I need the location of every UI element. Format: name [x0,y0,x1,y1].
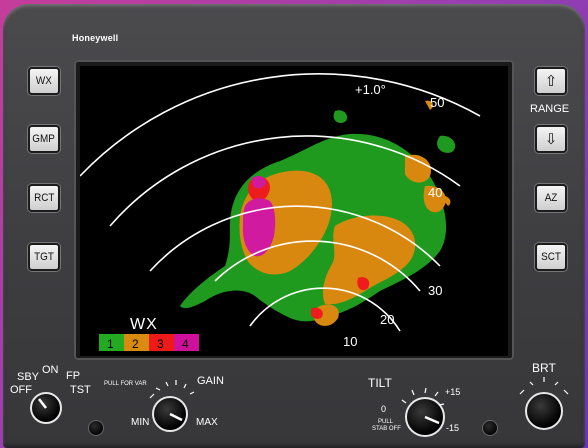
tilt-title: TILT [368,376,392,390]
gain-pull-label: PULL FOR VAR [104,381,147,387]
range-label-40: 40 [428,185,442,200]
range-ring-40 [109,135,461,227]
range-label-10: 10 [343,334,357,349]
gmp-button-label: GMP [32,133,56,145]
range-up-button[interactable]: ⇧ [535,67,567,95]
tilt-minus-label: -15 [446,423,460,433]
tgt-button-label: TGT [34,251,54,263]
indicator-light-right [482,420,498,436]
sct-button[interactable]: SCT [535,243,567,271]
range-rings [80,73,481,332]
range-labels: 10 20 30 40 50 [343,95,444,349]
legend-swatch-3 [149,334,174,351]
knob-pointer-icon [169,412,183,422]
tilt-readout: +1.0° [355,82,386,97]
intensity-legend: 1 2 3 4 [99,334,199,351]
mode-selector-knob[interactable] [30,392,62,424]
rct-button[interactable]: RCT [28,184,60,212]
tilt-zero-label: 0 [381,404,387,414]
range-down-button[interactable]: ⇩ [535,125,567,153]
down-arrow-icon: ⇩ [544,130,558,148]
brightness-knob[interactable] [525,392,563,430]
knob-pointer-icon [38,398,47,409]
legend-level-3: 3 [157,337,164,351]
mode-on-label: ON [42,364,59,376]
az-button[interactable]: AZ [535,184,567,212]
knob-pointer-icon [424,415,440,425]
tilt-stab-label: STAB OFF [372,426,401,432]
az-button-label: AZ [544,192,558,204]
range-label-30: 30 [428,283,442,298]
wx-button-label: WX [36,75,52,87]
tilt-knob[interactable] [405,397,445,437]
range-ring-10 [249,287,401,332]
legend-level-2: 2 [132,337,139,351]
range-label-20: 20 [380,312,394,327]
mode-off-label: OFF [10,384,32,396]
wx-button[interactable]: WX [28,67,60,95]
mode-sby-label: SBY [17,371,40,383]
indicator-light-left [88,420,104,436]
gain-scale-ticks [149,380,195,399]
gain-min-label: MIN [131,417,150,428]
weather-returns [180,100,456,326]
range-label: RANGE [530,103,570,115]
legend-level-1: 1 [107,337,114,351]
legend-level-4: 4 [182,337,189,351]
mode-label: WX [130,316,158,333]
legend-swatch-4 [174,334,199,351]
brt-scale-ticks [519,377,569,395]
gain-knob[interactable] [152,396,188,432]
range-label-50: 50 [430,95,444,110]
gain-title: GAIN [197,375,224,387]
brt-title: BRT [532,361,556,375]
gmp-button[interactable]: GMP [28,125,60,153]
sct-button-label: SCT [541,251,561,263]
range-ring-30 [149,205,441,272]
weather-radar-display: 10 20 30 40 50 +1.0° WX 1 2 3 4 [80,66,508,356]
brand-logo: Honeywell [72,33,119,43]
rct-button-label: RCT [33,192,55,204]
legend-swatch-1 [99,334,124,351]
range-ring-20 [214,240,421,292]
tgt-button[interactable]: TGT [28,243,60,271]
range-ring-50 [80,73,481,177]
gain-max-label: MAX [196,417,218,428]
mode-tst-label: TST [70,384,91,396]
mode-fp-label: FP [66,370,81,382]
up-arrow-icon: ⇧ [544,72,558,90]
tilt-pull-label: PULL [378,419,394,425]
tilt-plus-label: +15 [445,387,461,397]
legend-swatch-2 [124,334,149,351]
